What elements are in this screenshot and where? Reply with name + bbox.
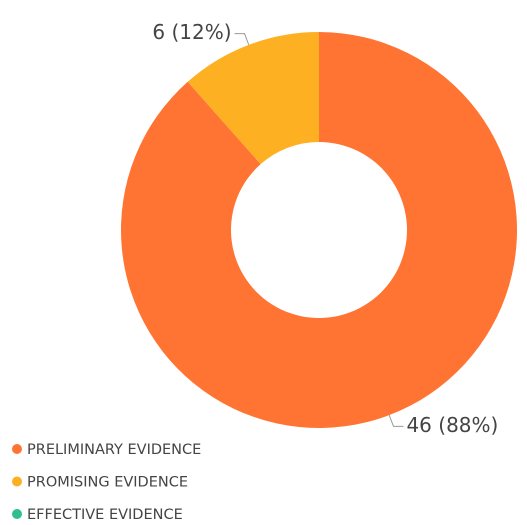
legend-marker [12,444,22,454]
legend-label: EFFECTIVE EVIDENCE [27,507,183,523]
legend-marker [12,509,22,519]
legend-label: PRELIMINARY EVIDENCE [27,442,201,458]
data-label: 46 (88%) [406,413,498,437]
donut-slice [187,32,319,165]
donut-slice [120,32,517,428]
leader-line [234,33,250,46]
leader-line [388,414,404,427]
legend-label: PROMISING EVIDENCE [27,475,188,491]
legend-marker [12,476,22,487]
data-label: 6 (12%) [152,20,231,44]
